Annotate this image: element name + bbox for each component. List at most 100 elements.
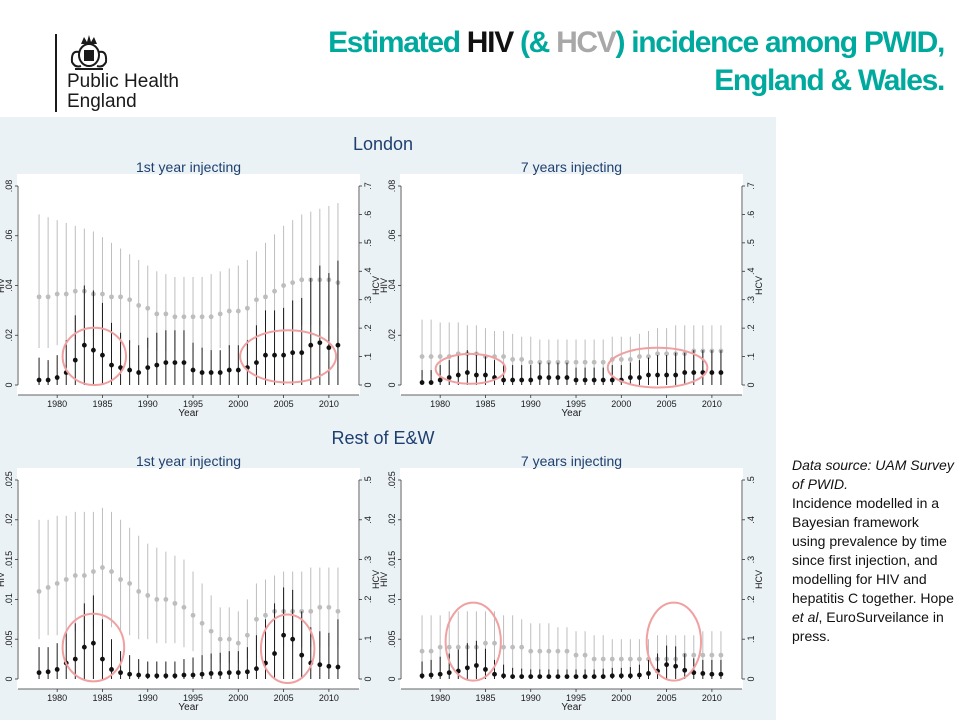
panel-4-hiv-point-1988 [510,674,516,680]
panel-1-hiv-point-2000 [235,367,241,373]
panel-4-hcv-axis-label: HCV [754,570,764,589]
panel-1-year-tick-label: 1980 [47,399,67,409]
panel-4-hiv-point-2000 [618,673,624,679]
panel-3-hiv-point-1990 [145,673,151,679]
panel-1-hiv-axis-label: HIV [0,278,6,293]
note-text-2: , EuroSurveilance in press. [792,609,944,644]
panel-1-hiv-point-1993 [172,360,178,366]
panel-2-hcv-point-1994 [564,359,570,365]
panel-3-hcv-point-1982 [72,573,78,578]
panel-4-hiv-point-1983 [464,665,470,671]
panel-4-hcv-point-2000 [618,656,624,662]
panel-3-highlight-ellipse-1 [61,612,126,683]
panel-1-hcv-point-1993 [172,314,178,320]
panel-4-year-axis-label: Year [561,702,582,713]
panel-2-hcv-tick-label: .7 [746,182,756,190]
panel-1-hcv-point-1995 [190,314,196,320]
panel-3-hiv-point-2001 [244,669,250,675]
panel-3-hcv-tick-label: .2 [363,596,373,604]
panel-3-hcv-point-1988 [127,581,133,586]
panel-1-hcv-point-1978 [36,294,42,300]
panel-3-year-tick-label: 2005 [274,693,294,703]
section-title-rest-of-ew: Rest of E&W [331,428,434,448]
panel-3-hiv-tick-label: .025 [4,471,14,489]
panel-2-hcv-tick-label: 0 [746,382,756,387]
panel-2-hiv-point-1989 [519,377,525,383]
panel-2-hiv-point-1997 [591,377,597,383]
panel-2-hiv-point-1983 [464,370,470,375]
panel-1-hiv-tick-label: .04 [4,279,14,292]
panel-4-hiv-point-1986 [492,671,497,677]
panel-4-hiv-point-1995 [573,674,579,680]
panel-3-hcv-point-1998 [217,636,223,642]
panel-4-hiv-axis-label: HIV [379,572,389,587]
panel-1-hiv-point-1985 [100,352,105,358]
panel-2-hiv-point-1992 [546,375,552,380]
panel-4-hcv-point-1981 [446,644,452,650]
slide-title: Estimated HIV (& HCV) incidence among PW… [244,24,945,100]
panel-3-hcv-point-1997 [208,628,214,634]
panel-2-year-tick-label: 1985 [475,399,495,409]
panel-4-hcv-tick-label: .3 [746,556,756,564]
panel-3-hiv-point-1999 [226,670,232,676]
panel-2-hcv-point-1997 [591,359,597,365]
panel-1-year-axis-label: Year [178,408,199,419]
panel-4-hiv-point-1989 [519,674,525,680]
panel-1-hcv-point-1989 [136,303,142,308]
panel-2-hcv-tick-label: .2 [746,324,756,332]
org-line-1: Public Health [67,71,179,92]
panel-3-highlight-ellipse-2 [259,613,316,684]
panel-4-hiv-point-1985 [483,667,488,672]
panel-3-hiv-point-1984 [91,640,96,646]
panel-1-hiv-point-1986 [109,362,114,368]
panel-4-hcv-point-1988 [510,644,516,650]
panel-3-hcv-point-2008 [308,608,314,614]
panel-3-hiv-tick-label: .01 [4,593,14,606]
panel-3-hiv-point-1995 [190,672,196,678]
panel-3-hiv-point-1996 [199,671,205,677]
panel-4-hiv-point-2006 [673,663,679,669]
panel-2-hiv-point-1995 [573,377,579,383]
panel-1-year-tick-label: 1990 [138,399,158,409]
panel-3-hcv-axis-label: HCV [371,570,381,589]
panel-3-hiv-point-1988 [127,671,133,677]
panel-1-hiv-point-1979 [45,377,51,383]
panel-4-hiv-point-1998 [600,674,606,680]
panel-1-hiv-point-2005 [281,352,286,358]
panel-3-hiv-point-1985 [100,656,105,662]
panel-1-hiv-point-1984 [91,347,96,353]
panel-4-hiv-point-1981 [446,670,452,676]
panel-1-hiv-point-1999 [226,367,232,373]
panel-1-year-tick-label: 1995 [183,399,203,409]
panel-3-hcv-point-1994 [181,604,187,610]
panel-1-hcv-point-1992 [163,311,169,317]
panel-4-hiv-point-1979 [428,672,434,678]
panel-4-year-tick-label: 1980 [430,693,450,703]
panel-4-hcv-point-1998 [600,656,606,662]
panel-4-year-tick-label: 2000 [611,693,631,703]
panel-1-hiv-point-1978 [36,377,42,383]
panel-3-hcv-point-2003 [263,612,268,618]
panel-3-hiv-point-2006 [290,636,296,642]
panel-2-hcv-axis-label: HCV [754,276,764,295]
panel-3-hcv-point-2000 [235,640,241,646]
panel-1-hiv-point-1998 [217,370,223,375]
phe-logo: Public Health England [55,32,215,116]
panel-1-hiv-point-1980 [54,375,60,380]
panel-2-hiv-axis-label: HIV [379,278,389,293]
panel-1-hcv-point-2004 [272,288,277,294]
panel-1-hiv-point-1995 [190,367,196,373]
panel-1-hiv-point-2004 [272,352,277,358]
panel-3-hcv-point-1995 [190,612,196,618]
panel-1-year-tick-label: 2005 [274,399,294,409]
panel-3-hcv-point-1985 [100,565,105,570]
panel-1-hcv-point-2005 [281,283,286,288]
title-line-1: Estimated HIV (& HCV) incidence among PW… [244,24,945,62]
panel-2-hiv-point-1978 [419,380,425,385]
logo-divider [55,34,57,112]
organisation-name: Public Health England [67,72,179,112]
panel-4-hiv-tick-label: .01 [387,593,397,606]
panel-1-hcv-point-1990 [145,305,151,311]
panel-3-hcv-point-2009 [317,604,323,610]
panel-4-hiv-point-2002 [637,672,642,678]
